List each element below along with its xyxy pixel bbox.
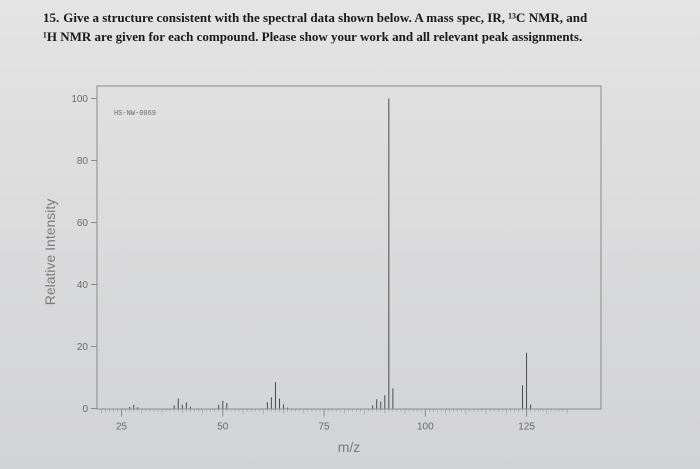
x-axis-title: m/z — [338, 439, 361, 455]
sample-id-label: HS-NW-0069 — [114, 110, 156, 118]
y-axis-title: Relative Intensity — [42, 199, 58, 306]
spectrum-peaks — [129, 98, 532, 409]
question-line-1-text: Give a structure consistent with the spe… — [63, 10, 588, 25]
question-line-1: 15. Give a structure consistent with the … — [43, 8, 683, 27]
question-number: 15. — [43, 10, 60, 25]
plot-frame — [96, 85, 602, 410]
y-tick-label-20: 20 — [77, 342, 89, 353]
x-tick-label-50: 50 — [217, 422, 229, 433]
y-tick-label-40: 40 — [77, 280, 89, 291]
x-tick-label-125: 125 — [518, 422, 535, 433]
x-tick-label-100: 100 — [417, 422, 434, 433]
y-tick-label-0: 0 — [82, 404, 88, 415]
x-axis-minor-ticks — [100, 408, 568, 414]
x-tick-label-25: 25 — [116, 422, 128, 433]
x-axis: 25 50 75 100 125 — [116, 408, 535, 433]
y-axis: 0 20 40 60 80 100 — [71, 94, 97, 415]
question-line-2: ¹H NMR are given for each compound. Plea… — [43, 29, 583, 44]
x-tick-label-75: 75 — [318, 422, 330, 433]
question-text: 15. Give a structure consistent with the … — [43, 8, 683, 46]
y-tick-label-60: 60 — [77, 218, 89, 229]
y-tick-label-80: 80 — [77, 156, 89, 167]
y-tick-label-100: 100 — [71, 94, 88, 105]
